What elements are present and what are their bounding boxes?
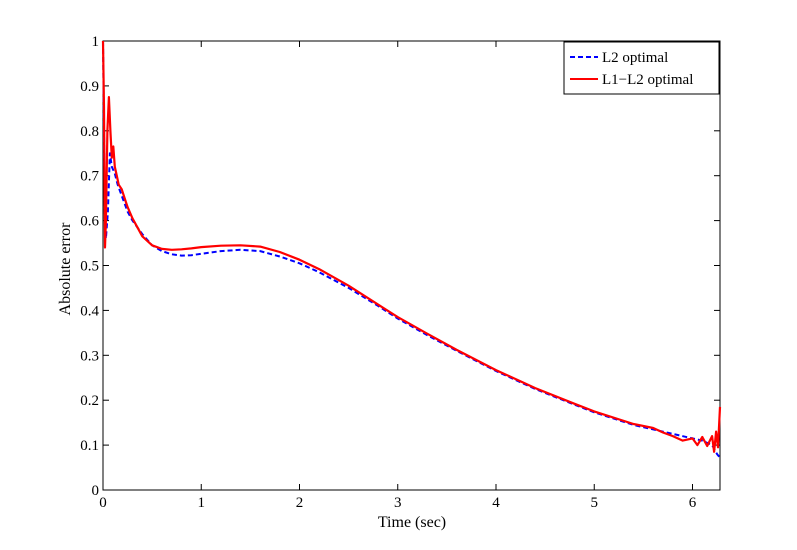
x-tick-label: 2 bbox=[296, 495, 304, 511]
y-tick-label: 0.4 bbox=[80, 303, 99, 319]
y-tick-label: 0.9 bbox=[80, 79, 99, 95]
legend-label-1: L2 optimal bbox=[602, 50, 668, 66]
x-tick-label: 3 bbox=[394, 495, 402, 511]
x-tick-label: 6 bbox=[689, 495, 697, 511]
series-line-2 bbox=[101, 40, 722, 453]
y-tick-label: 0.1 bbox=[80, 438, 99, 454]
y-tick-label: 0.8 bbox=[80, 124, 99, 140]
series-layer bbox=[101, 40, 722, 459]
x-tick-label: 0 bbox=[99, 495, 107, 511]
y-tick-label: 0 bbox=[92, 483, 100, 499]
y-tick-label: 0.2 bbox=[80, 393, 99, 409]
x-tick-label: 4 bbox=[492, 495, 500, 511]
legend-box bbox=[563, 41, 720, 95]
plot-frame bbox=[102, 40, 721, 491]
y-axis-ticks: 0 0.1 0.2 0.3 0.4 0.5 0.6 0.7 0.8 0.9 1 bbox=[80, 34, 720, 499]
y-axis-label: Absolute error bbox=[57, 222, 74, 316]
y-tick-label: 0.3 bbox=[80, 348, 99, 364]
y-tick-label: 1 bbox=[92, 34, 100, 50]
x-axis-ticks: 0 1 2 3 4 5 6 bbox=[99, 41, 697, 511]
x-axis-label: Time (sec) bbox=[378, 514, 446, 531]
x-tick-label: 1 bbox=[197, 495, 205, 511]
legend-label-2: L1−L2 optimal bbox=[602, 72, 693, 88]
legend: L2 optimal L1−L2 optimal bbox=[563, 41, 720, 95]
y-tick-label: 0.6 bbox=[80, 214, 99, 230]
y-tick-label: 0.7 bbox=[80, 169, 99, 185]
x-tick-label: 5 bbox=[590, 495, 598, 511]
y-tick-label: 0.5 bbox=[80, 259, 99, 275]
plot-area bbox=[102, 40, 721, 491]
